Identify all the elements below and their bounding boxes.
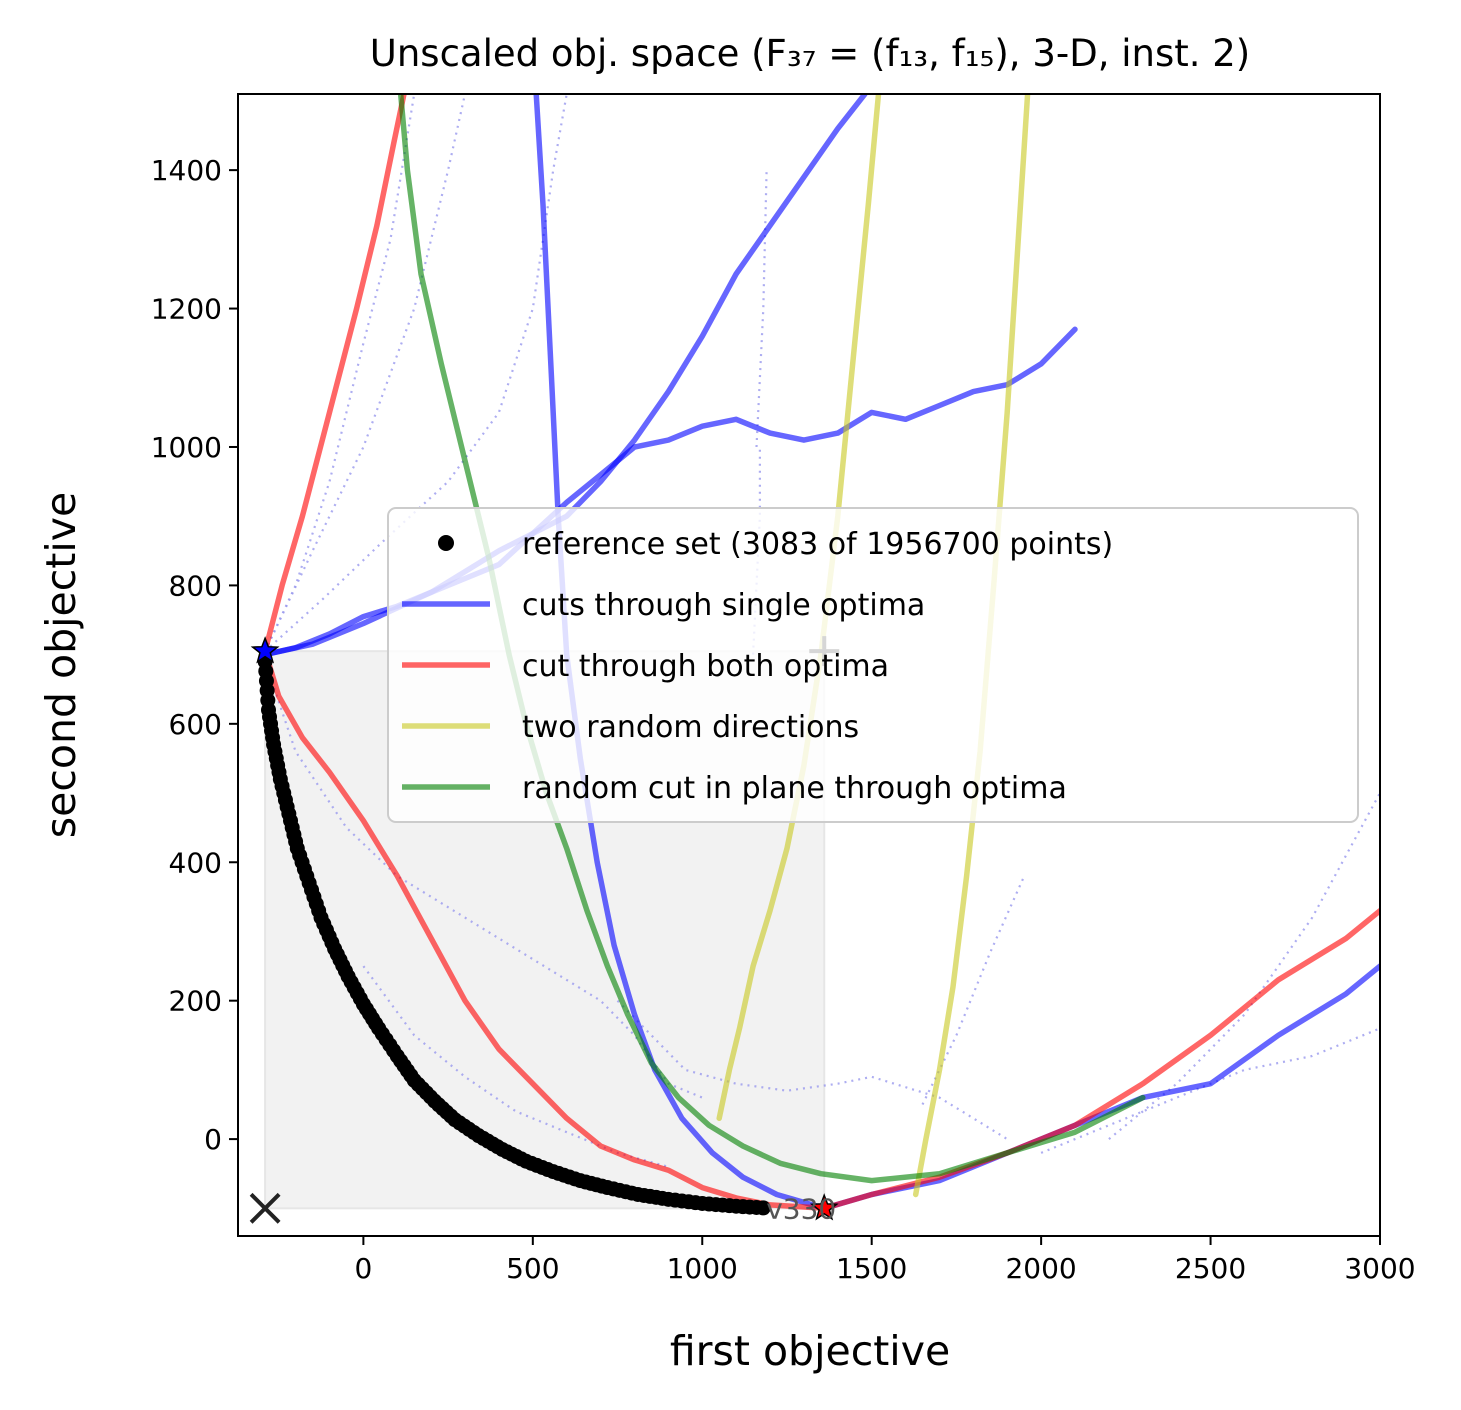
legend-box: [387, 507, 1359, 823]
y-tick-label: 400: [169, 846, 222, 879]
legend-label: random cut in plane through optima: [522, 771, 1067, 806]
y-axis: 0 200 400 600 800 1000 1200 1400: [151, 154, 238, 1156]
x-axis: 0 500 1000 1500 2000 2500 3000: [354, 1236, 1416, 1285]
ideal-point-x-marker: [249, 1192, 281, 1224]
x-tick-label: 1500: [836, 1252, 907, 1285]
reference-point: [755, 1200, 771, 1216]
end-label: v330: [766, 1192, 836, 1225]
y-tick-label: 1200: [151, 293, 222, 326]
dotted-cut-line: [264, 94, 568, 653]
legend-label: reference set (3083 of 1956700 points): [522, 527, 1113, 562]
y-tick-label: 200: [169, 985, 222, 1018]
legend: reference set (3083 of 1956700 points) cu…: [387, 507, 1359, 823]
dotted-cut-line: [264, 94, 416, 652]
x-axis-label: first objective: [670, 1327, 950, 1375]
x-tick-label: 2000: [1005, 1252, 1076, 1285]
optimum-2-star: [809, 1193, 839, 1221]
series-line: [533, 94, 827, 1212]
legend-label: cuts through single optima: [522, 588, 925, 623]
x-tick-label: 3000: [1344, 1252, 1415, 1285]
chart-title: Unscaled obj. space (F₃₇ = (f₁₃, f₁₅), 3…: [370, 32, 1250, 75]
optimum-1-star: [250, 636, 280, 664]
series-line: [262, 648, 827, 1212]
legend-label: two random directions: [522, 710, 859, 745]
x-tick-label: 500: [506, 1252, 559, 1285]
y-tick-label: 600: [169, 708, 222, 741]
y-tick-label: 800: [169, 569, 222, 602]
x-tick-label: 1000: [667, 1252, 738, 1285]
plot-frame: [237, 93, 1381, 1237]
legend-marker: [438, 535, 454, 551]
dotted-cut-line: [264, 94, 467, 652]
series-line: [821, 907, 1380, 1212]
x-tick-label: 0: [354, 1252, 372, 1285]
dotted-cut-line: [264, 661, 703, 1099]
y-tick-label: 1400: [151, 154, 222, 187]
y-tick-label: 1000: [151, 431, 222, 464]
y-tick-label: 0: [204, 1123, 222, 1156]
y-axis-label: second objective: [37, 492, 85, 838]
series-line: [262, 94, 407, 654]
legend-label: cut through both optima: [522, 649, 889, 684]
series-line: [397, 94, 1146, 1184]
series-line: [262, 94, 868, 658]
x-tick-label: 2500: [1175, 1252, 1246, 1285]
